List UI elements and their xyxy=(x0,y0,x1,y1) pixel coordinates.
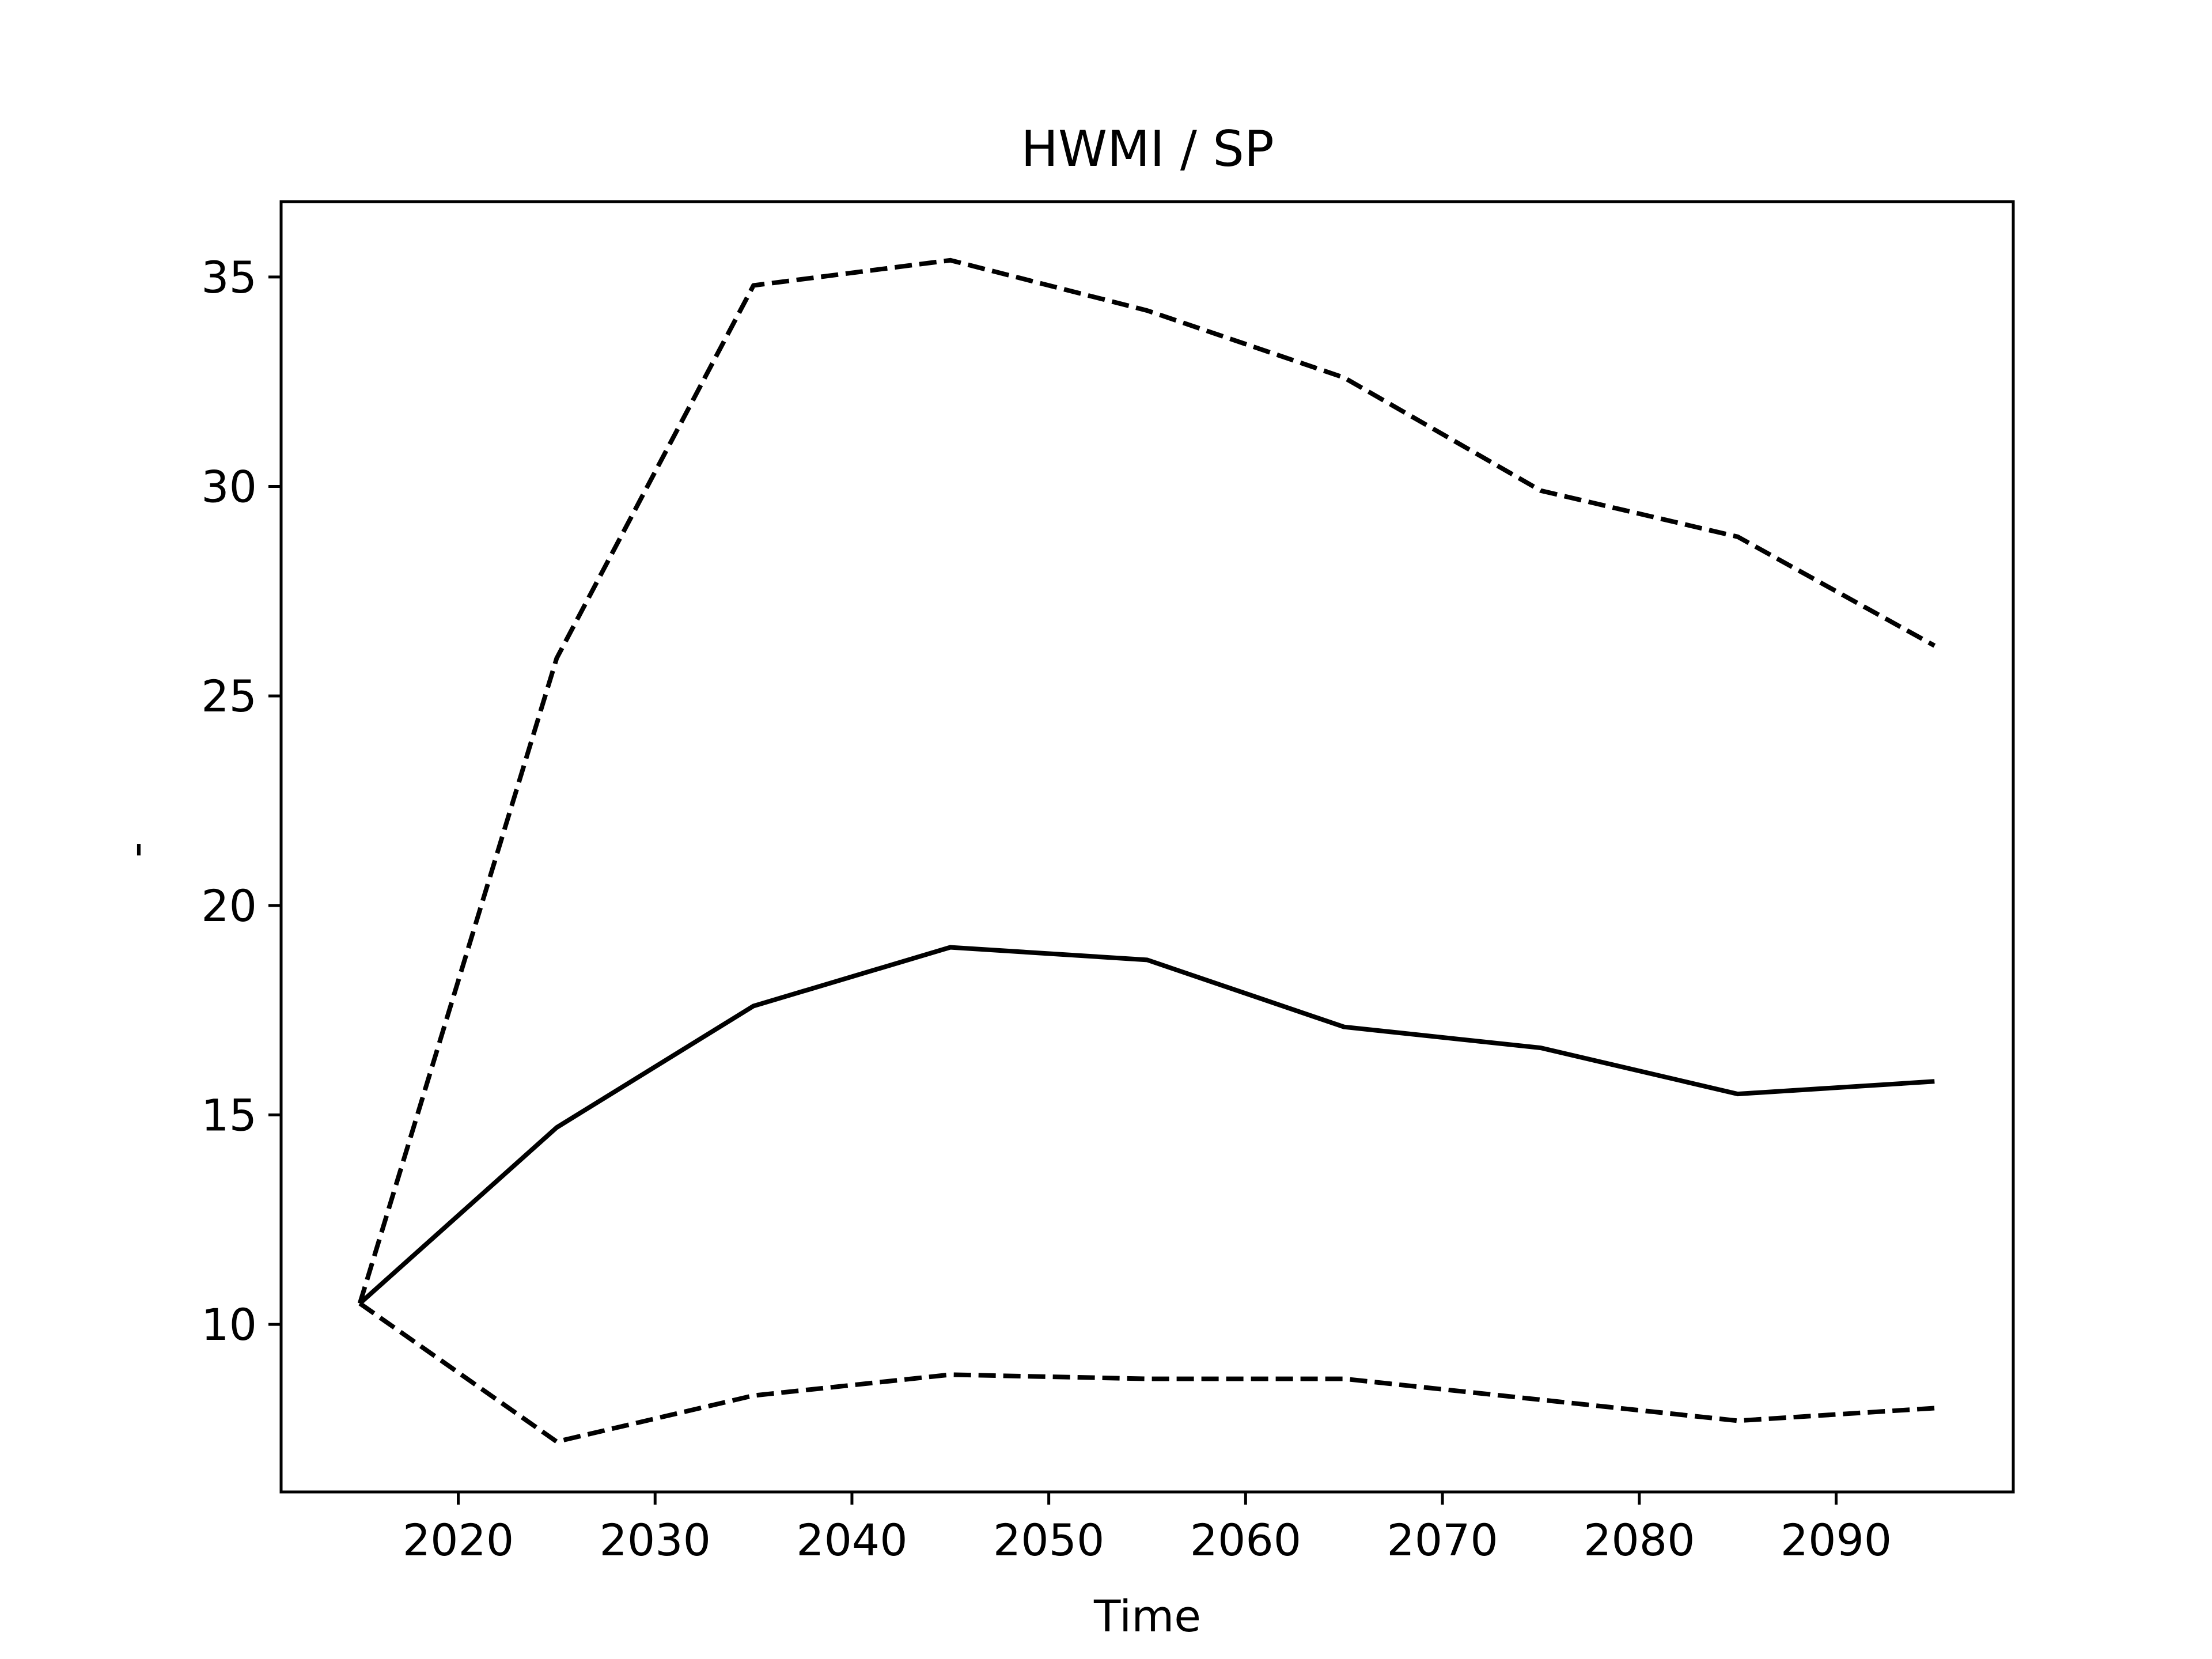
plot-frame xyxy=(279,200,2015,1494)
x-tick-label: 2040 xyxy=(796,1514,907,1566)
y-tick-label: 25 xyxy=(201,671,257,722)
y-axis-label: - xyxy=(110,842,161,857)
series-lower-bound-line xyxy=(358,1301,1935,1444)
x-tick-label: 2070 xyxy=(1387,1514,1498,1566)
y-tick-label: 10 xyxy=(201,1299,257,1350)
series-upper-bound-line xyxy=(357,257,1936,1304)
x-tick-label: 2090 xyxy=(1781,1514,1892,1566)
x-tick-label: 2060 xyxy=(1190,1514,1301,1566)
y-tick-label: 20 xyxy=(201,880,257,931)
x-tick-label: 2080 xyxy=(1584,1514,1695,1566)
y-tick-label: 35 xyxy=(201,252,257,303)
chart-title: HWMI / SP xyxy=(1021,120,1274,178)
x-tick-label: 2030 xyxy=(600,1514,711,1566)
series-mean-line xyxy=(358,945,1935,1305)
axis-ticks: 2020 2030 2040 2050 2060 2070 2080 2090 10 15 20 25… xyxy=(201,252,1892,1566)
series-lines xyxy=(357,257,1936,1444)
x-tick-label: 2020 xyxy=(403,1514,514,1566)
y-tick-label: 30 xyxy=(201,461,257,513)
x-tick-label: 2050 xyxy=(993,1514,1104,1566)
y-tick-label: 15 xyxy=(201,1089,257,1141)
x-axis-label: Time xyxy=(1093,1590,1201,1642)
